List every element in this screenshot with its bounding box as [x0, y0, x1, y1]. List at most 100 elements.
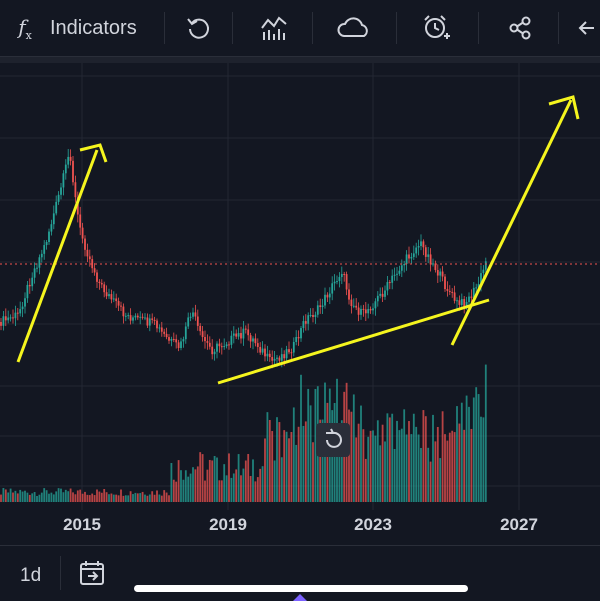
candle-body	[36, 267, 38, 269]
volume-bar	[259, 468, 262, 502]
candle-body	[422, 241, 425, 248]
candle-body	[470, 296, 473, 298]
candle-body	[304, 321, 307, 324]
candle-body	[324, 294, 326, 306]
volume-bar	[124, 495, 127, 502]
volume-bar	[424, 416, 427, 502]
candle-body	[352, 305, 355, 307]
price-candles	[0, 149, 487, 369]
candle-body	[153, 319, 156, 321]
interval-button[interactable]: 1d	[20, 565, 42, 586]
volume-bar	[247, 453, 250, 502]
volume-bar	[468, 406, 470, 502]
volume-bar	[381, 424, 384, 502]
candle-body	[292, 341, 295, 353]
volume-bar	[43, 488, 46, 502]
volume-bar	[153, 494, 156, 502]
volume-bar	[465, 395, 468, 502]
candle-body	[400, 265, 403, 271]
volume-bar	[177, 460, 180, 502]
volume-bar	[50, 492, 53, 502]
volume-bar	[362, 429, 365, 502]
chevron-up-icon	[293, 594, 307, 601]
calendar-goto-icon[interactable]	[78, 558, 108, 588]
top-toolbar: fx Indicators	[0, 0, 600, 57]
volume-bar	[170, 462, 173, 502]
volume-bar	[64, 489, 67, 502]
candle-body	[129, 315, 132, 321]
volume-bar	[484, 364, 487, 502]
candle-body	[340, 273, 343, 278]
arrow-left-icon[interactable]	[576, 0, 600, 56]
volume-bar	[4, 489, 7, 502]
volume-bar	[48, 493, 50, 502]
bottom-bar: 1d	[0, 545, 600, 601]
candle-body	[477, 284, 480, 288]
function-icon[interactable]: fx	[18, 14, 32, 42]
candle-body	[146, 317, 149, 326]
compare-icon[interactable]	[256, 0, 292, 56]
candle-body	[21, 306, 24, 310]
candle-body	[64, 164, 67, 174]
candle-body	[93, 268, 96, 273]
alarm-clock-icon[interactable]	[418, 0, 454, 56]
volume-bar	[194, 469, 197, 502]
candle-body	[417, 246, 420, 248]
volume-bar	[69, 488, 72, 502]
candle-body	[336, 281, 338, 283]
candle-body	[290, 352, 293, 354]
candle-body	[420, 241, 422, 247]
volume-bar	[16, 493, 19, 502]
volume-bar	[223, 464, 226, 502]
candle-body	[19, 309, 22, 314]
toolbar-divider	[232, 12, 233, 44]
candle-body	[134, 315, 137, 318]
price-chart[interactable]: 2015 2019 2023 2027	[0, 63, 600, 545]
indicators-button[interactable]: Indicators	[50, 0, 150, 56]
volume-bar	[477, 394, 480, 502]
candle-body	[228, 344, 230, 346]
volume-bar	[314, 388, 317, 502]
volume-bar	[160, 495, 163, 502]
candle-body	[72, 160, 74, 183]
volume-bar	[105, 492, 108, 502]
volume-bar	[396, 420, 398, 502]
volume-bar	[163, 490, 166, 502]
candle-body	[26, 284, 29, 299]
candle-body	[240, 333, 242, 339]
trend-arrow	[16, 149, 99, 363]
volume-bar	[391, 413, 394, 502]
reset-chart-button[interactable]	[316, 423, 350, 457]
candle-body	[362, 308, 365, 310]
volume-bar	[98, 491, 101, 502]
x-axis-label: 2023	[354, 515, 392, 534]
volume-bar	[482, 417, 485, 502]
candle-body	[62, 173, 65, 188]
volume-bar	[292, 407, 295, 502]
candle-body	[415, 247, 418, 254]
candle-body	[472, 287, 475, 298]
candle-body	[403, 263, 406, 266]
volume-bar	[117, 495, 120, 502]
candle-body	[386, 282, 389, 291]
candle-body	[333, 281, 336, 284]
volume-bar	[52, 494, 55, 502]
candle-body	[223, 346, 226, 348]
volume-bar	[33, 492, 36, 502]
share-icon[interactable]	[504, 0, 536, 56]
volume-bar	[151, 491, 154, 502]
candle-body	[199, 325, 202, 332]
replay-icon[interactable]	[180, 0, 216, 56]
volume-bar	[108, 494, 110, 502]
candle-body	[424, 247, 427, 257]
candle-body	[412, 253, 415, 257]
volume-bar	[348, 409, 350, 502]
volume-bar	[448, 432, 451, 502]
candle-body	[244, 328, 247, 330]
cloud-icon[interactable]	[334, 0, 374, 56]
volume-bar	[240, 475, 242, 502]
volume-bar	[429, 461, 432, 502]
candle-body	[288, 349, 290, 353]
candle-body	[124, 315, 127, 317]
candle-body	[172, 338, 175, 340]
